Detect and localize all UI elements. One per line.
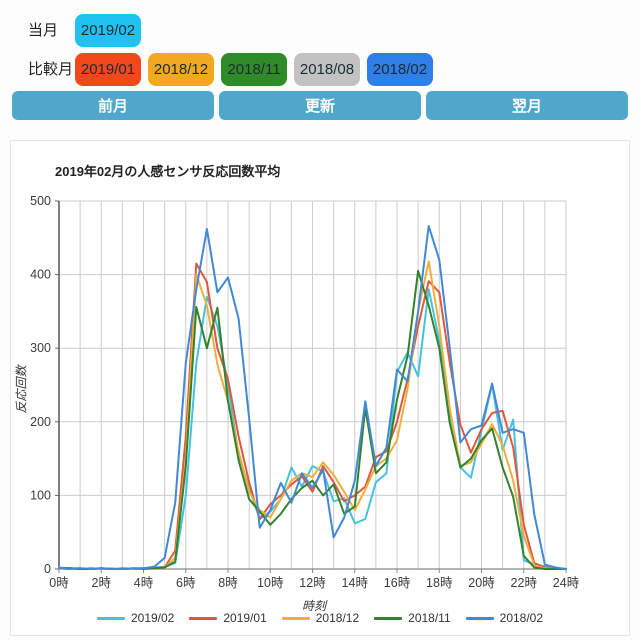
svg-text:10時: 10時 — [257, 576, 284, 590]
svg-text:200: 200 — [30, 415, 51, 429]
svg-text:300: 300 — [30, 341, 51, 355]
chart-card: 2019年02月の人感センサ反応回数平均 反応回数 0 100 200 300 400 5… — [10, 140, 630, 636]
svg-text:0: 0 — [44, 562, 51, 576]
svg-text:100: 100 — [30, 488, 51, 502]
prev-month-button[interactable]: 前月 — [12, 91, 214, 120]
svg-text:8時: 8時 — [218, 576, 238, 590]
compare-month-button-2[interactable]: 2018/12 — [148, 53, 214, 86]
svg-text:4時: 4時 — [134, 576, 154, 590]
compare-month-button-3[interactable]: 2018/11 — [221, 53, 287, 86]
svg-text:6時: 6時 — [176, 576, 196, 590]
current-month-label: 当月 ： — [28, 22, 89, 39]
legend-item: 2018/12 — [281, 611, 360, 625]
svg-text:18時: 18時 — [426, 576, 453, 590]
svg-text:12時: 12時 — [299, 576, 326, 590]
compare-months-row: 比較月： 2019/01 2018/12 2018/11 2018/08 201… — [28, 53, 440, 86]
legend-line-swatch — [465, 616, 494, 620]
svg-text:20時: 20時 — [468, 576, 495, 590]
chart-title: 2019年02月の人感センサ反応回数平均 — [55, 164, 281, 179]
legend-item: 2018/02 — [465, 611, 544, 625]
current-month-row: 当月 ： 2019/02 — [28, 14, 148, 47]
nav-button-row: 前月 更新 翌月 — [12, 91, 628, 120]
svg-text:22時: 22時 — [511, 576, 538, 590]
legend-line-swatch — [96, 616, 125, 620]
svg-text:2時: 2時 — [92, 576, 112, 590]
legend-label: 2018/11 — [408, 611, 451, 625]
legend-item: 2019/01 — [189, 611, 267, 625]
svg-text:400: 400 — [30, 268, 51, 282]
next-month-button[interactable]: 翌月 — [426, 91, 628, 120]
legend-item: 2018/11 — [374, 611, 451, 625]
svg-text:500: 500 — [30, 194, 51, 208]
compare-month-button-5[interactable]: 2018/02 — [367, 53, 433, 86]
legend-label: 2019/01 — [223, 611, 267, 625]
x-axis-title: 時刻 — [301, 599, 326, 613]
legend-label: 2018/02 — [499, 611, 544, 625]
svg-text:24時: 24時 — [553, 576, 580, 590]
sensor-line-chart: 0 100 200 300 400 500 0時 2時 4時 6時 8時 10時 12時 14時 16時 18… — [30, 194, 580, 590]
legend-label: 2018/12 — [315, 611, 360, 625]
update-button[interactable]: 更新 — [219, 91, 421, 120]
compare-month-button-1[interactable]: 2019/01 — [75, 53, 141, 86]
svg-text:14時: 14時 — [342, 576, 369, 590]
legend-item: 2019/02 — [96, 611, 175, 625]
legend-label: 2019/02 — [130, 611, 175, 625]
svg-text:0時: 0時 — [49, 576, 69, 590]
legend-line-swatch — [374, 616, 403, 620]
compare-month-button-4[interactable]: 2018/08 — [294, 53, 360, 86]
legend-line-swatch — [189, 616, 218, 620]
svg-text:16時: 16時 — [384, 576, 411, 590]
chart-legend: 2019/02 2019/01 2018/12 2018/11 2018/02 — [11, 611, 629, 625]
legend-line-swatch — [281, 616, 310, 620]
current-month-button[interactable]: 2019/02 — [75, 14, 141, 47]
compare-months-label: 比較月： — [28, 61, 89, 78]
